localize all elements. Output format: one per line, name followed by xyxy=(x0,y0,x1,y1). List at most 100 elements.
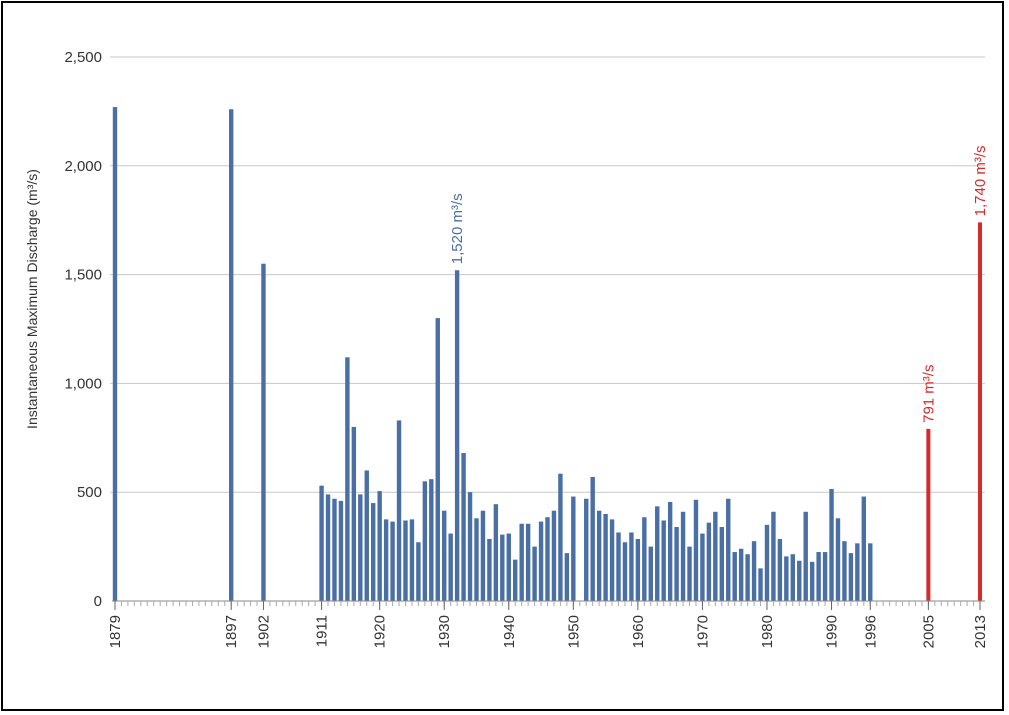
bar-1983 xyxy=(784,556,789,601)
bar-1968 xyxy=(687,546,692,601)
x-tick-label: 1960 xyxy=(630,615,647,648)
bar-1916 xyxy=(351,426,357,601)
bar-1940 xyxy=(506,533,511,601)
bar-1941 xyxy=(513,559,518,601)
bar-1977 xyxy=(745,554,750,601)
x-tick-label: 1879 xyxy=(107,615,124,648)
bar-1911 xyxy=(319,485,324,601)
bar-1879 xyxy=(112,107,118,601)
x-tick-label: 1950 xyxy=(565,615,582,648)
bar-1917 xyxy=(358,494,363,601)
bar-1922 xyxy=(390,521,395,601)
bar-1923 xyxy=(396,420,402,601)
peak-annotation: 1,520 m³/s xyxy=(449,193,466,264)
bar-1933 xyxy=(461,453,466,601)
bar-1918 xyxy=(364,470,369,601)
bar-1919 xyxy=(371,503,376,601)
bar-1950 xyxy=(571,496,576,601)
bar-1995 xyxy=(861,496,867,601)
bar-1944 xyxy=(532,546,537,601)
bar-1946 xyxy=(545,517,550,601)
bar-1928 xyxy=(429,479,434,601)
bar-1920 xyxy=(377,491,382,601)
bar-1958 xyxy=(622,542,628,601)
bar-1926 xyxy=(416,542,421,601)
bar-1991 xyxy=(835,518,841,601)
bar-1992 xyxy=(842,541,847,601)
bar-1924 xyxy=(403,520,408,601)
x-tick-label: 1911 xyxy=(314,615,331,647)
bar-1938 xyxy=(493,504,499,601)
bar-1914 xyxy=(338,500,344,601)
bar-1986 xyxy=(803,511,808,601)
x-tick-label: 1902 xyxy=(255,615,272,648)
bar-1967 xyxy=(680,511,686,601)
bar-1921 xyxy=(383,519,389,601)
y-tick-label: 1,500 xyxy=(64,267,102,284)
bar-1976 xyxy=(738,548,744,601)
recent-bar-2013 xyxy=(978,222,982,601)
bar-1974 xyxy=(726,498,731,601)
x-tick-label: 1920 xyxy=(372,615,389,648)
bar-1897 xyxy=(228,109,234,601)
bar-1965 xyxy=(667,501,673,601)
bar-1952 xyxy=(584,498,589,601)
x-tick-label: 1970 xyxy=(694,615,711,648)
bar-1964 xyxy=(661,520,666,601)
bar-1970 xyxy=(700,533,705,601)
x-tick-label: 1897 xyxy=(223,615,240,648)
bar-1930 xyxy=(442,510,447,601)
bar-1912 xyxy=(325,494,331,601)
bar-1993 xyxy=(848,553,854,601)
x-tick-label: 1980 xyxy=(759,615,776,648)
bar-1963 xyxy=(655,506,660,601)
y-axis-label: Instantaneous Maximum Discharge (m³/s) xyxy=(24,169,40,429)
bar-1981 xyxy=(771,511,776,601)
y-tick-label: 2,000 xyxy=(64,158,102,175)
grid-layer xyxy=(110,56,985,493)
bar-1996 xyxy=(868,543,873,601)
peak-annotation: 1,740 m³/s xyxy=(972,146,989,217)
recent-bar-2005 xyxy=(926,428,931,601)
bar-1948 xyxy=(558,473,563,601)
bar-1982 xyxy=(777,538,783,601)
bar-1902 xyxy=(261,263,266,601)
bar-1957 xyxy=(616,532,621,601)
bar-1937 xyxy=(487,538,492,601)
bar-1939 xyxy=(500,534,505,601)
bar-1979 xyxy=(758,568,763,601)
bar-1925 xyxy=(409,519,415,601)
bar-1980 xyxy=(764,524,770,601)
bar-1936 xyxy=(480,510,486,601)
bar-1929 xyxy=(435,318,440,601)
x-tick-label: 1930 xyxy=(436,615,453,648)
bar-1990 xyxy=(829,488,834,601)
y-tick-label: 500 xyxy=(77,484,102,501)
bar-1932 xyxy=(454,270,460,601)
y-tick-label: 2,500 xyxy=(64,49,102,66)
bar-1915 xyxy=(345,357,350,601)
peak-annotation: 791 m³/s xyxy=(920,365,937,423)
bar-1973 xyxy=(719,527,724,601)
bar-1931 xyxy=(448,533,453,601)
bar-1942 xyxy=(519,523,524,601)
bar-1985 xyxy=(797,560,802,601)
bar-1953 xyxy=(590,476,595,601)
bar-1966 xyxy=(674,527,679,601)
bar-1935 xyxy=(474,518,479,601)
bar-1989 xyxy=(822,552,828,601)
bar-1972 xyxy=(713,511,718,601)
annotations: 1,520 m³/s 791 m³/s 1,740 m³/s xyxy=(449,146,989,423)
bar-1959 xyxy=(629,532,634,601)
y-axis-ticks: 0 500 1,000 1,500 2,000 2,500 xyxy=(64,49,102,610)
bar-1975 xyxy=(732,552,737,601)
x-tick-label: 1996 xyxy=(862,615,879,648)
bar-1956 xyxy=(609,519,615,601)
bar-1943 xyxy=(525,523,531,601)
x-tick-label: 1940 xyxy=(501,615,518,648)
bar-1988 xyxy=(816,552,821,601)
x-axis xyxy=(112,600,985,606)
bars xyxy=(112,107,982,601)
bar-1978 xyxy=(751,541,757,601)
